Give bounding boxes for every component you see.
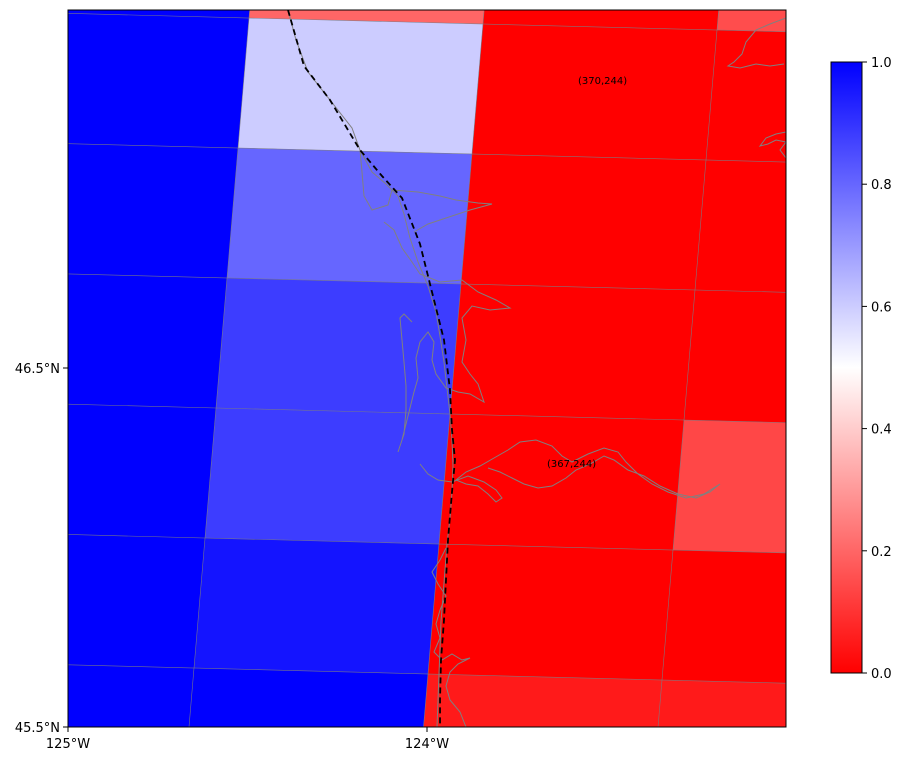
grid-cell bbox=[658, 680, 786, 727]
grid-cell bbox=[428, 544, 673, 680]
grid-cell bbox=[695, 160, 786, 293]
grid-cell bbox=[68, 13, 249, 148]
grid-line-horizontal bbox=[68, 273, 786, 293]
grid-cell bbox=[194, 538, 439, 674]
grid-cell bbox=[483, 10, 719, 30]
colorbar-tick-label: 1.0 bbox=[871, 56, 892, 71]
grid-cell bbox=[249, 10, 485, 24]
grid-line-horizontal bbox=[68, 13, 786, 33]
grid-cell bbox=[706, 30, 786, 163]
grid-cell bbox=[227, 148, 472, 284]
grid-line-vertical bbox=[423, 10, 485, 727]
grid-cell bbox=[662, 550, 786, 684]
grid-line-horizontal bbox=[68, 143, 786, 163]
boundary-line bbox=[287, 10, 456, 727]
grid-cell bbox=[68, 664, 194, 727]
grid-line-horizontal bbox=[68, 403, 786, 423]
x-axis: 125°W 124°W bbox=[46, 727, 449, 752]
grid-cell bbox=[472, 24, 717, 160]
colorbar-tick-label: 0.6 bbox=[871, 300, 892, 315]
grid-cell bbox=[216, 278, 461, 414]
colorbar-tick-label: 0.0 bbox=[871, 667, 892, 682]
grid-cell bbox=[896, 556, 902, 692]
grid-cell bbox=[684, 290, 786, 423]
y-tick-label-46-5n: 46.5°N bbox=[15, 362, 60, 377]
grid-cell bbox=[189, 668, 428, 727]
grid-cell bbox=[423, 674, 662, 727]
grid-cell bbox=[205, 408, 450, 544]
grid-cell bbox=[68, 143, 238, 278]
grid-cell bbox=[68, 534, 205, 668]
x-tick-label-125w: 125°W bbox=[46, 737, 90, 752]
y-tick-label-45-5n: 45.5°N bbox=[15, 721, 60, 736]
grid-line-vertical bbox=[885, 0, 902, 761]
colorbar: 0.0 0.2 0.4 0.6 0.8 1.0 bbox=[830, 56, 892, 682]
grid-cell bbox=[439, 414, 684, 550]
colorbar-gradient bbox=[830, 61, 863, 674]
x-tick-label-124w: 124°W bbox=[405, 737, 449, 752]
grid-line-vertical bbox=[657, 10, 719, 727]
colorbar-tick-label: 0.2 bbox=[871, 545, 892, 560]
cell-annotation-367-244: (367,244) bbox=[547, 459, 596, 470]
coastline-east-inlet bbox=[758, 131, 786, 159]
grid-cell bbox=[238, 18, 483, 154]
grid-line-vertical bbox=[188, 10, 250, 727]
grid-cell bbox=[450, 284, 695, 420]
cell-annotation-370-244: (370,244) bbox=[578, 76, 627, 87]
coastline-bay-north bbox=[383, 221, 512, 453]
grid-line-horizontal bbox=[68, 534, 786, 554]
coastline-columbia-estuary bbox=[419, 439, 721, 503]
grid-cell bbox=[68, 10, 250, 18]
coastline-northeast bbox=[726, 17, 786, 69]
grid-cell bbox=[717, 10, 786, 32]
grid-line-horizontal bbox=[68, 664, 786, 684]
grid-cell bbox=[461, 154, 706, 290]
colorbar-tick-label: 0.4 bbox=[871, 423, 892, 438]
grid-cell bbox=[68, 273, 227, 408]
colorbar-tick-label: 0.8 bbox=[871, 178, 892, 193]
grid-cell bbox=[68, 404, 216, 538]
grid-line-vertical bbox=[0, 0, 26, 761]
grid-cell bbox=[673, 420, 786, 553]
y-axis: 46.5°N 45.5°N bbox=[15, 362, 68, 736]
coastline-bay-south bbox=[431, 547, 471, 727]
coastline-estuary-north bbox=[359, 149, 493, 233]
colorbar-ticks: 0.0 0.2 0.4 0.6 0.8 1.0 bbox=[862, 56, 892, 682]
grid-cell bbox=[885, 686, 902, 761]
